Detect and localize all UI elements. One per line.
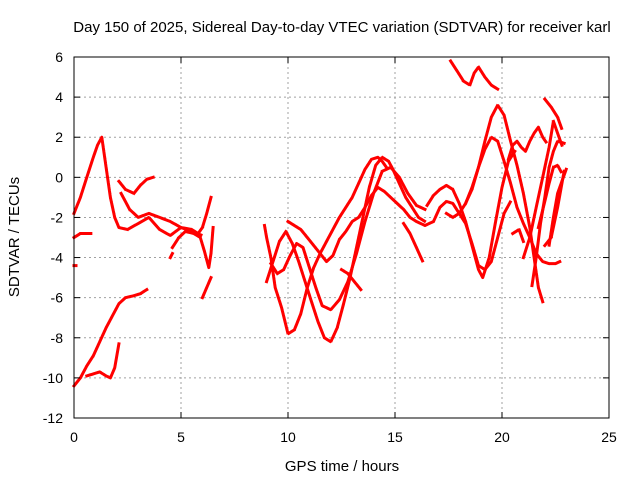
series-track-s — [506, 125, 549, 162]
y-axis-label: SDTVAR / TECUs — [6, 177, 23, 297]
series-track-d — [84, 342, 121, 380]
series-track-p — [444, 103, 545, 304]
series-track-i — [262, 155, 389, 336]
series-track-g — [170, 225, 215, 270]
x-tick-label: 0 — [70, 429, 78, 445]
series-track-z — [547, 167, 569, 248]
series-track-n — [401, 221, 425, 264]
series-track-j — [264, 155, 428, 344]
series-track-w — [542, 96, 564, 132]
plot-frame — [73, 56, 610, 419]
series-track-e — [116, 175, 156, 195]
y-tick-label: -4 — [51, 250, 64, 266]
y-tick-label: -12 — [43, 410, 63, 426]
series-track-iso2 — [168, 251, 175, 260]
series-track-a — [72, 135, 205, 238]
y-tick-label: 4 — [55, 89, 63, 105]
series-track-v — [536, 163, 564, 230]
series-track-k — [268, 165, 427, 312]
y-tick-label: -10 — [43, 370, 63, 386]
y-tick-label: 0 — [55, 169, 63, 185]
x-tick-label: 25 — [601, 429, 617, 445]
series-track-y — [542, 169, 566, 248]
series-track-o — [425, 149, 517, 280]
series-track-r — [448, 58, 500, 92]
series-track-f — [119, 191, 213, 235]
x-tick-label: 10 — [280, 429, 296, 445]
series-track-c — [71, 287, 149, 389]
series-track-u — [530, 139, 566, 288]
series-track-h — [200, 275, 213, 300]
series-track-t — [521, 119, 564, 260]
chart-title: Day 150 of 2025, Sidereal Day-to-day VTE… — [73, 19, 610, 36]
series-track-b — [71, 232, 93, 240]
x-axis-label: GPS time / hours — [285, 458, 399, 475]
y-tick-label: -8 — [51, 330, 64, 346]
series-layer — [71, 58, 569, 389]
series-track-q — [463, 135, 562, 266]
x-tick-label: 20 — [494, 429, 510, 445]
series-track-m — [339, 267, 363, 292]
series-track-x — [510, 228, 526, 244]
x-tick-label: 5 — [177, 429, 185, 445]
y-tick-label: -6 — [51, 290, 64, 306]
y-tick-label: -2 — [51, 209, 64, 225]
y-tick-label: 6 — [55, 49, 63, 65]
tick-layer: 0 5 10 15 20 25 -12 -10 -8 -6 -4 -2 0 2 4 6 — [43, 49, 617, 445]
x-tick-label: 15 — [387, 429, 403, 445]
y-tick-label: 2 — [55, 129, 63, 145]
